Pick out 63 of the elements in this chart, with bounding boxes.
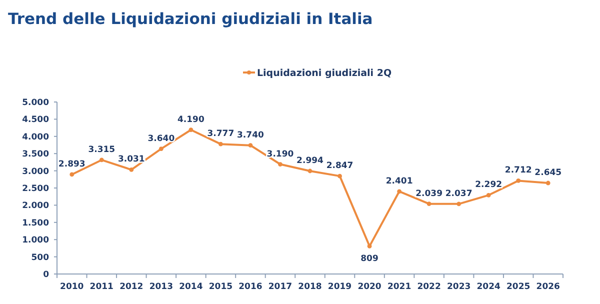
- y-tick-label: 2.500: [22, 184, 50, 194]
- data-label: 2.847: [326, 161, 354, 172]
- data-label: 2.893: [58, 159, 86, 170]
- point: [516, 178, 521, 183]
- x-tick-label: 2024: [476, 282, 500, 292]
- data-label: 4.190: [177, 114, 204, 125]
- y-tick-label: 3.000: [22, 166, 50, 177]
- x-tick-label: 2022: [417, 282, 441, 292]
- data-label: 3.031: [118, 154, 145, 165]
- x-tick-label: 2011: [90, 282, 114, 292]
- data-label: 2.712: [504, 166, 532, 176]
- point: [486, 192, 491, 198]
- x-tick-label: 2016: [238, 282, 262, 292]
- point: [546, 180, 550, 186]
- y-tick-label: 1.000: [22, 236, 50, 246]
- chart-title: Trend delle Liquidazioni giudiziali in Italia: [8, 10, 373, 28]
- y-tick-label: 3.500: [22, 150, 50, 160]
- data-label: 2.039: [416, 188, 443, 199]
- x-tick-label: 2017: [268, 282, 292, 292]
- point: [278, 162, 282, 166]
- data-label: 2.292: [475, 180, 502, 190]
- y-tick-label: 1.500: [22, 218, 50, 228]
- point: [99, 158, 104, 162]
- data-label: 3.190: [266, 149, 294, 160]
- point: [248, 143, 253, 148]
- y-tick-label: 4.000: [22, 132, 50, 142]
- x-tick-label: 2023: [446, 282, 471, 292]
- data-label: 2.645: [534, 168, 562, 178]
- x-tick-label: 2013: [149, 282, 174, 292]
- data-label: 2.994: [296, 156, 324, 166]
- y-tick-label: 500: [31, 252, 50, 263]
- y-tick-label: 5.000: [22, 98, 50, 108]
- point: [129, 168, 134, 172]
- x-tick-label: 2010: [60, 282, 84, 292]
- x-tick-label: 2021: [387, 282, 412, 292]
- x-tick-label: 2026: [536, 282, 560, 292]
- x-tick-label: 2014: [179, 282, 203, 292]
- point: [70, 172, 74, 177]
- y-tick-label: 2.000: [22, 201, 50, 212]
- x-tick-label: 2018: [298, 282, 322, 292]
- point: [338, 174, 342, 178]
- data-label: 2.401: [386, 176, 413, 186]
- point: [218, 142, 223, 146]
- legend-label: Liquidazioni giudiziali 2Q: [257, 68, 392, 79]
- x-tick-label: 2020: [358, 282, 382, 292]
- data-label: 3.740: [237, 130, 264, 140]
- y-tick-label: 0: [43, 270, 50, 280]
- data-label: 3.640: [148, 134, 175, 144]
- point: [308, 168, 312, 174]
- point: [426, 202, 432, 206]
- y-tick-label: 4.500: [22, 115, 50, 126]
- x-tick-label: 2015: [208, 282, 233, 292]
- data-label: 2.037: [445, 188, 472, 199]
- x-tick-label: 2025: [506, 282, 530, 292]
- point: [397, 189, 402, 194]
- point: [188, 128, 194, 132]
- point: [456, 202, 462, 206]
- data-label: 3.777: [207, 129, 234, 140]
- x-tick-label: 2012: [120, 282, 144, 292]
- data-label: 3.315: [88, 144, 116, 155]
- data-label: 809: [360, 254, 378, 264]
- point: [158, 146, 164, 151]
- x-tick-label: 2019: [328, 282, 352, 292]
